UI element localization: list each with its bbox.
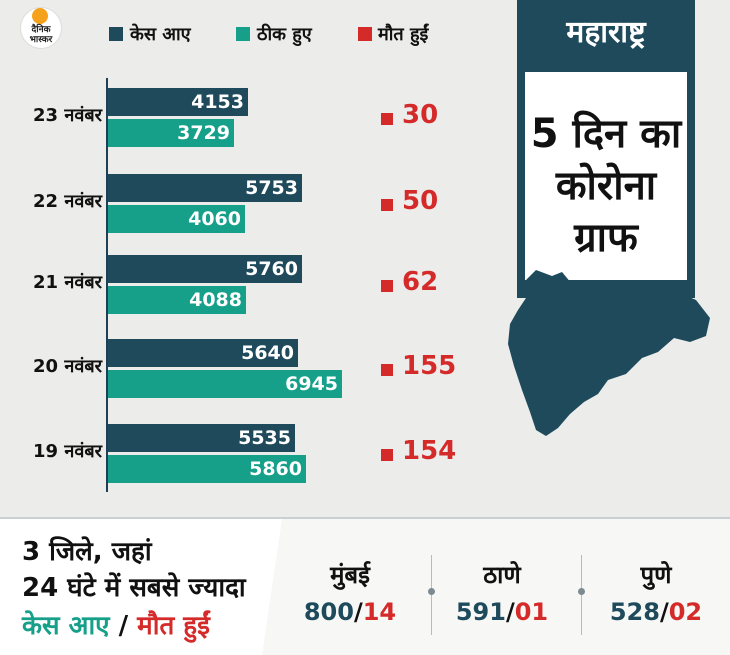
- date-label: 23 नवंबर: [33, 105, 102, 126]
- city-values-pune: 528/02: [596, 598, 716, 626]
- legend-swatch-cases: [109, 27, 123, 41]
- death-value-label: 30: [402, 100, 439, 130]
- city-cases: 528: [609, 598, 660, 626]
- date-label: 22 नवंबर: [33, 191, 102, 212]
- city-deaths: 02: [668, 598, 703, 626]
- city-cases: 591: [455, 598, 506, 626]
- legend-label-recovered: ठीक हुए: [257, 24, 312, 45]
- divider-dot: [428, 588, 435, 595]
- death-marker: [381, 364, 393, 376]
- slash-separator: /: [109, 611, 138, 641]
- city-deaths: 14: [362, 598, 397, 626]
- city-values-thane: 591/01: [442, 598, 562, 626]
- city-slash: /: [659, 598, 669, 626]
- state-title: महाराष्ट्र: [566, 15, 646, 50]
- bar-value-label: 5640: [241, 342, 294, 364]
- city-name-pune: पुणे: [640, 561, 672, 589]
- bar-value-label: 3729: [177, 122, 230, 144]
- death-value-label: 50: [402, 186, 439, 216]
- bar-cases: [108, 174, 302, 202]
- legend-swatch-deaths: [358, 27, 372, 41]
- death-marker: [381, 113, 393, 125]
- top-districts-line-1: 3 जिले, जहां: [22, 537, 152, 567]
- chart-axis-line: [106, 78, 108, 492]
- city-cases: 800: [303, 598, 354, 626]
- bar-cases: [108, 339, 298, 367]
- city-divider: [581, 555, 582, 635]
- death-value-label: 154: [402, 436, 457, 466]
- bar-recovered: [108, 286, 246, 314]
- logo-line-1: दैनिक: [31, 25, 51, 35]
- bar-cases: [108, 255, 302, 283]
- bar-cases: [108, 424, 295, 452]
- divider-dot: [578, 588, 585, 595]
- panel-heading-line-1: 5 दिन का: [530, 111, 682, 157]
- bar-recovered: [108, 455, 306, 483]
- death-marker: [381, 199, 393, 211]
- bar-value-label: 5760: [245, 258, 298, 280]
- cases-word: केस आए: [22, 611, 110, 641]
- bar-cases: [108, 88, 248, 116]
- death-marker: [381, 449, 393, 461]
- panel-heading-line-2: कोरोना: [555, 163, 657, 209]
- maharashtra-map-icon: [508, 270, 710, 436]
- city-divider: [431, 555, 432, 635]
- bar-value-label: 4153: [191, 91, 244, 113]
- panel-heading-line-3: ग्राफ: [574, 215, 638, 261]
- deaths-word: मौत हुईं: [137, 611, 210, 641]
- date-label: 19 नवंबर: [33, 441, 102, 462]
- top-districts-line-3: केस आए / मौत हुईं: [22, 606, 210, 642]
- logo-line-2: भास्कर: [29, 35, 53, 45]
- bar-value-label: 4060: [188, 208, 241, 230]
- legend-swatch-recovered: [236, 27, 250, 41]
- panel-heading-box: [525, 72, 687, 280]
- top-districts-line-2: 24 घंटे में सबसे ज्यादा: [22, 573, 246, 603]
- death-value-label: 62: [402, 267, 439, 297]
- legend-label-cases: केस आए: [130, 24, 191, 45]
- city-slash: /: [505, 598, 515, 626]
- city-deaths: 01: [514, 598, 549, 626]
- top-districts-heading-box: [0, 519, 282, 655]
- bar-value-label: 5860: [249, 458, 302, 480]
- bar-value-label: 4088: [189, 289, 242, 311]
- city-name-thane: ठाणे: [483, 561, 521, 589]
- bar-recovered: [108, 205, 245, 233]
- bar-value-label: 5753: [245, 177, 298, 199]
- bar-value-label: 5535: [238, 427, 291, 449]
- date-label: 21 नवंबर: [33, 272, 102, 293]
- bar-recovered: [108, 119, 234, 147]
- city-name-mumbai: मुंबई: [330, 561, 370, 589]
- death-marker: [381, 280, 393, 292]
- city-values-mumbai: 800/14: [290, 598, 410, 626]
- date-label: 20 नवंबर: [33, 356, 102, 377]
- bar-recovered: [108, 370, 342, 398]
- city-slash: /: [353, 598, 363, 626]
- legend-label-deaths: मौत हुईं: [378, 24, 429, 45]
- logo-sun-icon: [32, 8, 48, 24]
- death-value-label: 155: [402, 351, 457, 381]
- bar-value-label: 6945: [285, 373, 338, 395]
